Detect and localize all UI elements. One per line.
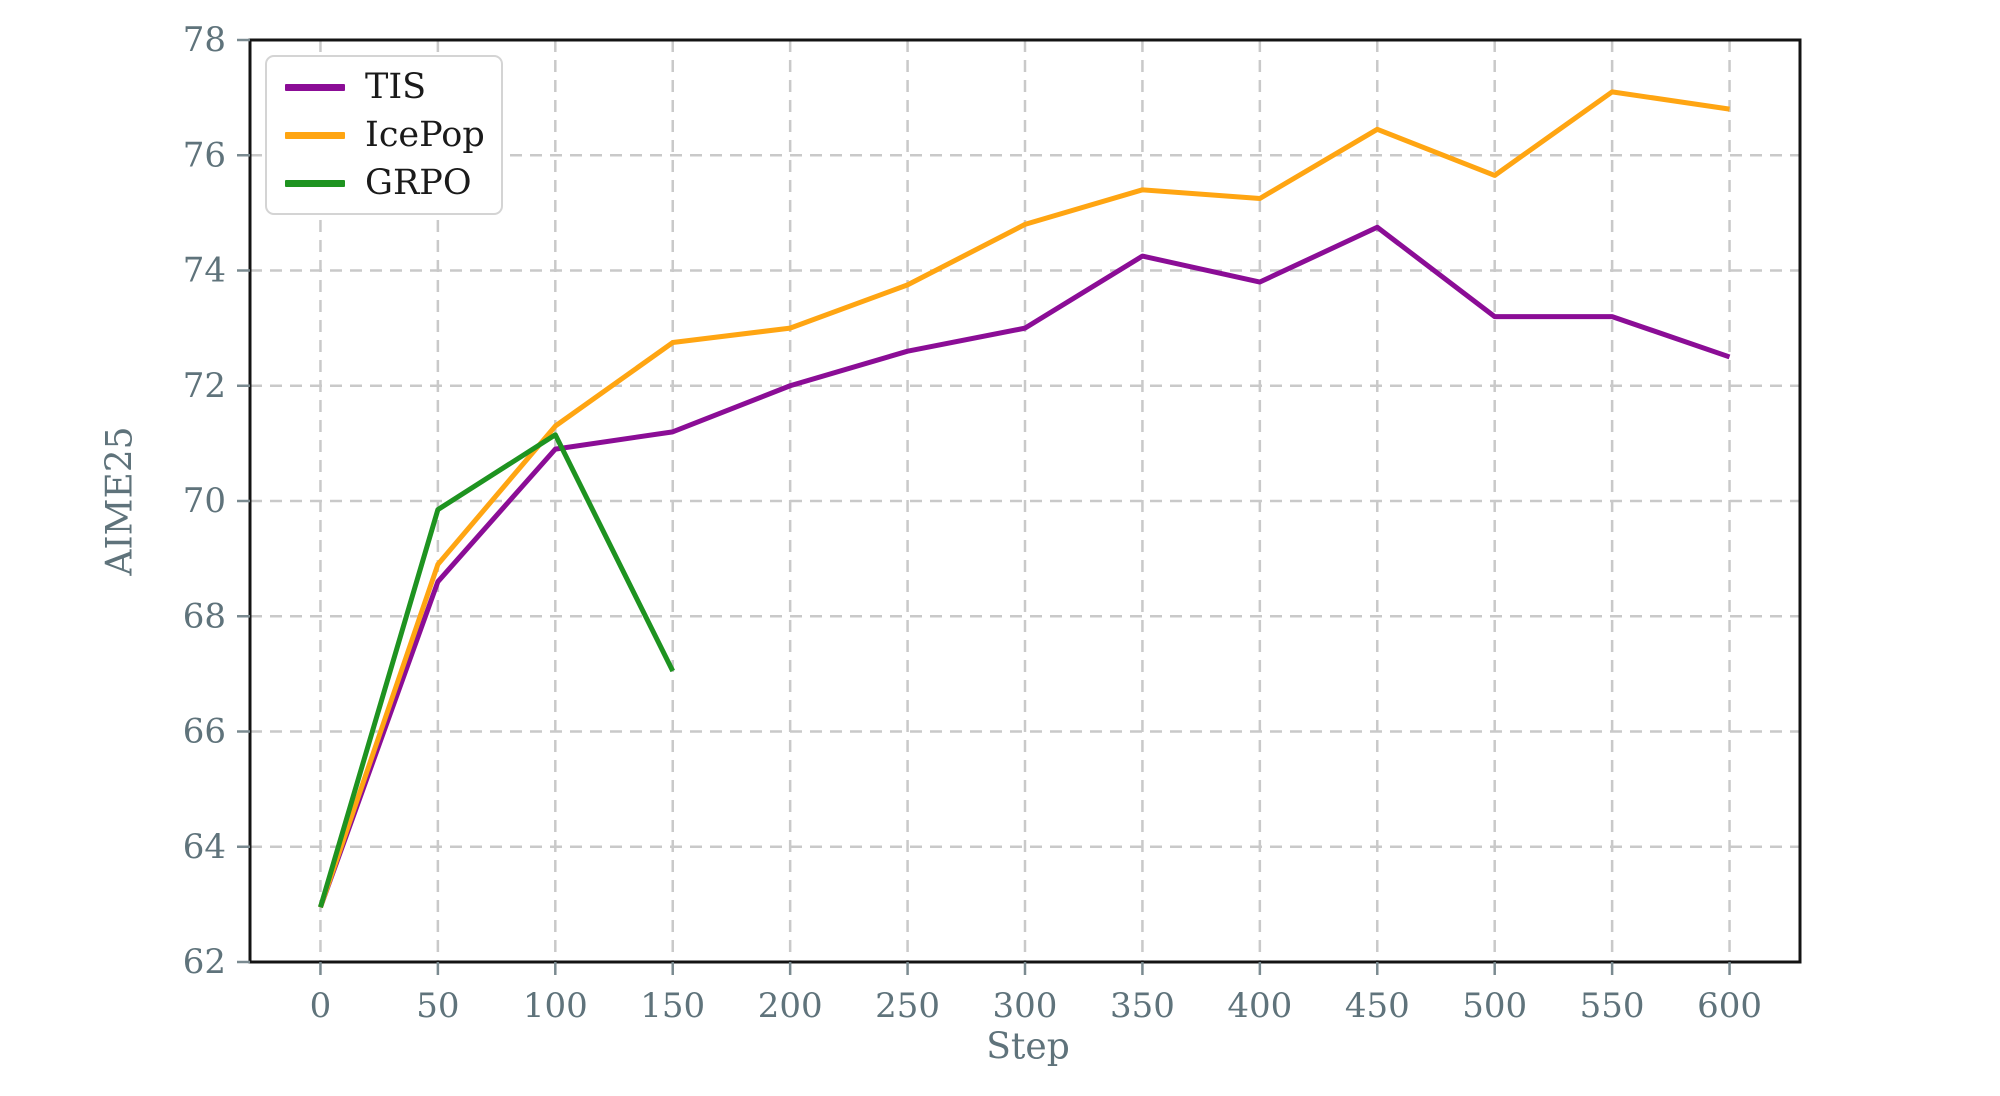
grpo-line-swatch: [285, 179, 345, 187]
x-tick-label: 500: [1462, 986, 1527, 1026]
x-tick-label: 350: [1110, 986, 1175, 1026]
y-tick-label: 72: [183, 366, 226, 406]
legend-item-icepop: IcePop: [285, 114, 485, 155]
legend-item-tis: TIS: [285, 66, 483, 107]
x-tick-label: 100: [523, 986, 588, 1026]
y-tick-label: 74: [183, 251, 226, 291]
legend: TIS IcePop GRPO: [265, 55, 503, 215]
icepop-line-swatch: [285, 131, 345, 139]
x-tick-label: 200: [758, 986, 823, 1026]
y-axis-title: AIME25: [99, 426, 141, 576]
series-line-tis: [318, 224, 1731, 909]
x-tick-label: 50: [416, 986, 459, 1026]
y-tick-label: 78: [183, 20, 226, 60]
axis-ticks-and-labels: 0 50 100 150 200 250 300 350 400 450 500 550 600 62 64…: [183, 20, 1762, 1026]
series-line-icepop: [318, 89, 1730, 909]
x-tick-label: 450: [1345, 986, 1410, 1026]
y-tick-label: 66: [183, 712, 226, 752]
legend-item-grpo: GRPO: [285, 162, 483, 203]
x-tick-label: 600: [1697, 986, 1762, 1026]
y-tick-label: 68: [183, 596, 226, 636]
legend-label: GRPO: [365, 162, 472, 203]
x-tick-label: 0: [310, 986, 332, 1026]
tis-line-swatch: [285, 83, 345, 91]
x-tick-label: 250: [875, 986, 940, 1026]
y-tick-label: 64: [183, 827, 226, 867]
series-line-grpo: [318, 432, 675, 908]
y-tick-label: 76: [183, 135, 226, 175]
x-tick-label: 550: [1580, 986, 1645, 1026]
legend-label: TIS: [365, 66, 427, 107]
y-tick-label: 62: [183, 942, 226, 982]
x-tick-label: 150: [640, 986, 705, 1026]
x-tick-label: 300: [993, 986, 1058, 1026]
x-tick-label: 400: [1227, 986, 1292, 1026]
legend-label: IcePop: [365, 114, 485, 155]
x-axis-title: Step: [986, 1026, 1070, 1068]
y-tick-label: 70: [183, 481, 226, 521]
data-series-lines: [318, 89, 1731, 909]
